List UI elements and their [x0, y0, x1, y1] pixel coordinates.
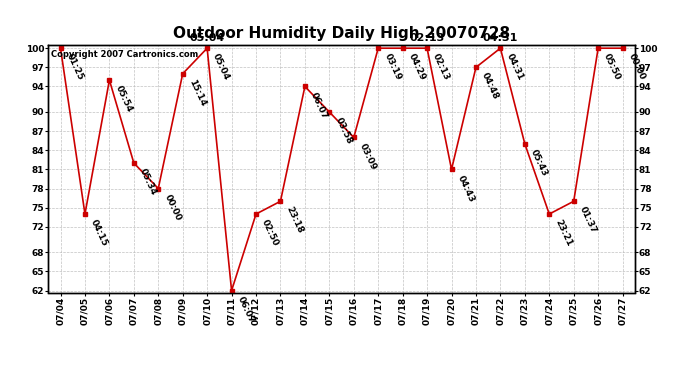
Text: 05:34: 05:34 — [138, 167, 158, 197]
Text: 04:15: 04:15 — [89, 218, 110, 248]
Text: 05:04: 05:04 — [190, 33, 225, 43]
Text: 02:13: 02:13 — [409, 33, 445, 43]
Text: 02:13: 02:13 — [431, 53, 451, 82]
Text: 23:21: 23:21 — [553, 218, 573, 248]
Text: 03:09: 03:09 — [358, 142, 378, 171]
Text: 23:18: 23:18 — [284, 206, 305, 235]
Text: 03:58: 03:58 — [333, 116, 354, 146]
Text: 05:54: 05:54 — [114, 84, 134, 114]
Text: 04:43: 04:43 — [455, 174, 476, 203]
Text: 06:07: 06:07 — [309, 91, 329, 120]
Text: Copyright 2007 Cartronics.com: Copyright 2007 Cartronics.com — [51, 50, 199, 59]
Text: 01:25: 01:25 — [65, 53, 85, 82]
Text: 00:00: 00:00 — [627, 53, 647, 82]
Text: 02:50: 02:50 — [260, 218, 280, 248]
Text: 04:48: 04:48 — [480, 72, 500, 101]
Text: 05:50: 05:50 — [602, 53, 622, 82]
Text: 04:31: 04:31 — [483, 33, 518, 43]
Text: 06:07: 06:07 — [236, 295, 256, 324]
Title: Outdoor Humidity Daily High 20070728: Outdoor Humidity Daily High 20070728 — [173, 26, 510, 41]
Text: 04:31: 04:31 — [504, 53, 525, 82]
Text: 04:29: 04:29 — [407, 53, 427, 82]
Text: 00:00: 00:00 — [162, 193, 182, 222]
Text: 05:04: 05:04 — [211, 53, 232, 82]
Text: 03:19: 03:19 — [382, 53, 403, 82]
Text: 01:37: 01:37 — [578, 206, 598, 235]
Text: 15:14: 15:14 — [187, 78, 207, 108]
Text: 05:43: 05:43 — [529, 148, 549, 178]
